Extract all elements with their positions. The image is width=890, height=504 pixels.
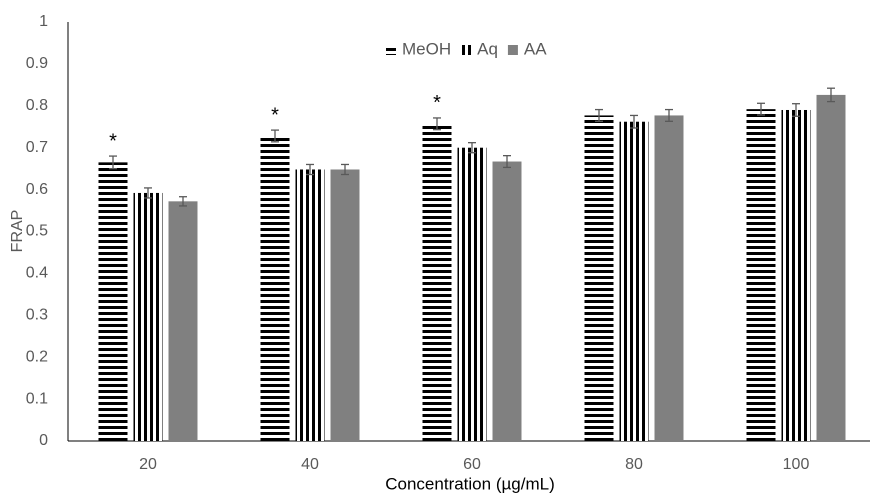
error-bar xyxy=(468,142,476,154)
x-tick-label: 60 xyxy=(463,456,481,473)
error-bar xyxy=(144,187,152,199)
y-tick-label: 0.4 xyxy=(26,265,48,282)
error-bar xyxy=(630,114,638,129)
bar xyxy=(816,94,846,441)
x-tick-label: 40 xyxy=(301,456,319,473)
bar xyxy=(457,147,487,441)
y-tick-label: 0.8 xyxy=(26,97,48,114)
annotation: * xyxy=(433,92,441,114)
bar xyxy=(98,162,128,442)
error-bar xyxy=(271,129,279,143)
y-tick-label: 0 xyxy=(39,432,48,449)
bar xyxy=(295,169,325,441)
y-axis-title: FRAP xyxy=(9,210,26,253)
x-tick-label: 80 xyxy=(625,456,643,473)
error-bar xyxy=(827,87,835,103)
error-bar xyxy=(757,102,765,116)
bar xyxy=(584,115,614,441)
x-tick-label: 100 xyxy=(783,456,810,473)
legend-label: MeOH xyxy=(402,39,451,58)
x-axis-title: Concentration (µg/mL) xyxy=(385,474,554,493)
bar xyxy=(654,115,684,441)
bar xyxy=(133,192,163,441)
bar xyxy=(422,123,452,441)
y-tick-label: 1 xyxy=(39,13,48,30)
y-tick-label: 0.2 xyxy=(26,348,48,365)
y-tick-label: 0.7 xyxy=(26,139,48,156)
bar xyxy=(330,169,360,441)
y-tick-label: 0.5 xyxy=(26,223,48,240)
annotation: * xyxy=(271,104,279,126)
bar xyxy=(619,121,649,442)
error-bar xyxy=(433,117,441,131)
error-bar xyxy=(503,155,511,169)
legend-label: Aq xyxy=(477,39,498,58)
bar xyxy=(260,135,290,441)
error-bar xyxy=(665,108,673,122)
legend-swatch xyxy=(461,45,472,55)
bar xyxy=(746,109,776,441)
bar xyxy=(781,109,811,442)
error-bar xyxy=(179,196,187,207)
error-bar xyxy=(792,103,800,117)
error-bar xyxy=(595,108,603,122)
x-tick-label: 20 xyxy=(139,456,157,473)
error-bar xyxy=(306,163,314,176)
legend-swatch xyxy=(386,45,396,55)
bar xyxy=(492,161,522,442)
bar xyxy=(168,201,198,441)
y-tick-label: 0.6 xyxy=(26,181,48,198)
annotation: * xyxy=(109,130,117,152)
error-bar xyxy=(341,163,349,176)
legend-swatch xyxy=(507,45,518,55)
legend-label: AA xyxy=(524,39,547,58)
error-bar xyxy=(109,155,117,170)
y-tick-label: 0.9 xyxy=(26,55,48,72)
y-tick-label: 0.3 xyxy=(26,307,48,324)
y-tick-label: 0.1 xyxy=(26,390,48,407)
